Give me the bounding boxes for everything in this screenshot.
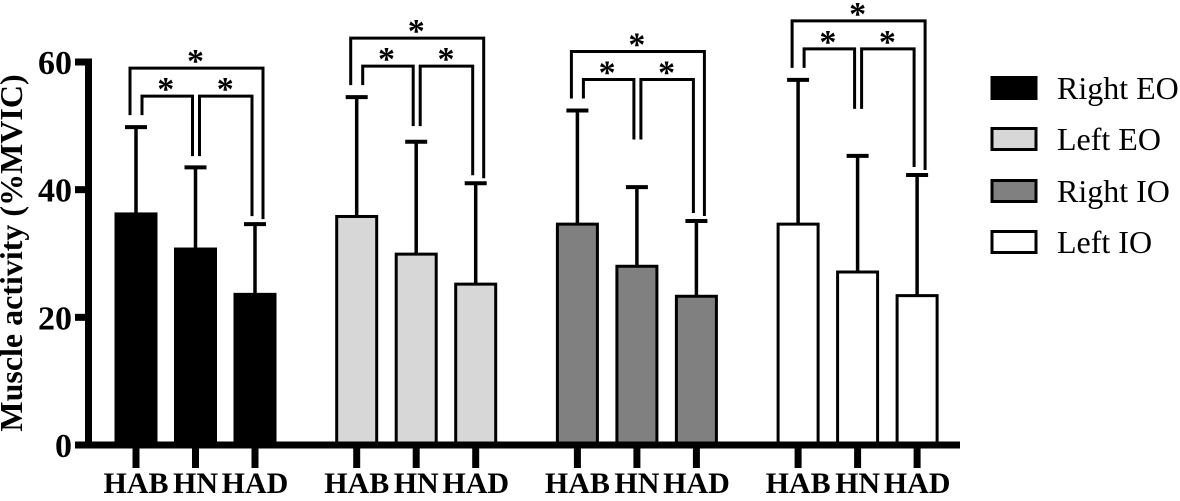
bar-left-eo-hn bbox=[394, 252, 438, 448]
sig-right-io-hab-had-marker: * bbox=[628, 27, 645, 64]
x-tick-left-io-hab bbox=[794, 448, 802, 468]
significance-layer: * * * * * * * * * * * * bbox=[128, 0, 927, 220]
sig-left-io-hn-had-bracket bbox=[860, 47, 916, 167]
x-tick-left-io-hn bbox=[854, 448, 862, 468]
sig-right-io-hn-had-bracket bbox=[639, 78, 695, 213]
x-tick-left-eo-hab bbox=[353, 448, 361, 468]
sig-left-eo-hn-had-bracket bbox=[418, 64, 475, 176]
x-tick-right-eo-hab bbox=[132, 448, 140, 468]
x-tick-label-right-io-had: HAD bbox=[663, 467, 730, 500]
x-tick-label-right-io-hab: HAB bbox=[545, 467, 610, 500]
x-tick-label-right-eo-had: HAD bbox=[222, 467, 289, 500]
sig-right-io-hab-had-bracket bbox=[569, 50, 706, 216]
bar-right-eo-had bbox=[233, 292, 277, 448]
sig-left-eo-hab-hn-marker: * bbox=[378, 41, 395, 78]
bar-right-eo-hn bbox=[174, 247, 217, 448]
sig-right-io-hab-hn-bracket bbox=[581, 78, 636, 140]
legend-swatch-right-eo bbox=[990, 76, 1038, 100]
bar-left-eo-hab bbox=[335, 214, 379, 448]
legend-swatch-left-io bbox=[990, 230, 1038, 254]
x-tick-label-left-eo-hab: HAB bbox=[324, 467, 389, 500]
sig-left-io-hab-had-marker: * bbox=[849, 0, 866, 33]
x-tick-label-left-eo-hn: HN bbox=[394, 467, 439, 500]
x-tick-right-eo-had bbox=[251, 448, 259, 468]
bars-layer bbox=[114, 77, 939, 449]
bar-left-io-hab bbox=[776, 222, 820, 448]
bar-right-io-hab bbox=[555, 222, 599, 448]
x-tick-right-io-had bbox=[692, 448, 700, 468]
x-tick-left-eo-hn bbox=[412, 448, 420, 468]
sig-left-io-hab-had-bracket bbox=[790, 19, 927, 170]
x-tick-left-eo-had bbox=[472, 448, 480, 468]
y-tick-label-60: 60 bbox=[38, 45, 72, 82]
x-tick-left-io-had bbox=[913, 448, 921, 468]
x-tick-label-left-io-hn: HN bbox=[835, 467, 880, 500]
sig-right-io-hab-hn-marker: * bbox=[599, 55, 616, 92]
sig-left-eo-hab-had-marker: * bbox=[408, 13, 425, 50]
x-tick-label-right-eo-hab: HAB bbox=[103, 467, 168, 500]
legend-swatch-right-io bbox=[990, 179, 1038, 203]
legend-label-left-io: Left IO bbox=[1057, 224, 1152, 260]
x-tick-right-io-hab bbox=[573, 448, 581, 468]
sig-right-io-hn-had-marker: * bbox=[658, 55, 675, 92]
x-tick-label-right-eo-hn: HN bbox=[173, 467, 218, 500]
bar-right-io-had bbox=[674, 294, 718, 449]
legend-layer: Right EO Left EO Right IO Left IO bbox=[990, 70, 1179, 260]
legend-label-left-eo: Left EO bbox=[1057, 121, 1161, 157]
x-tick-label-left-io-had: HAD bbox=[884, 467, 951, 500]
sig-right-eo-hn-had-bracket bbox=[198, 94, 254, 217]
sig-right-eo-hab-hn-marker: * bbox=[157, 71, 174, 108]
x-tick-label-left-io-hab: HAB bbox=[766, 467, 831, 500]
sig-left-io-hn-had-marker: * bbox=[879, 24, 896, 61]
bar-left-io-hn bbox=[836, 270, 880, 448]
sig-left-eo-hab-had-bracket bbox=[349, 36, 486, 179]
y-tick-20 bbox=[75, 313, 92, 321]
y-tick-label-0: 0 bbox=[55, 428, 72, 465]
y-tick-label-40: 40 bbox=[38, 173, 72, 210]
y-tick-0 bbox=[75, 441, 92, 449]
sig-left-eo-hab-hn-bracket bbox=[361, 64, 415, 127]
bar-left-eo-had bbox=[454, 282, 498, 449]
y-tick-60 bbox=[75, 58, 92, 66]
sig-right-eo-hab-hn-bracket bbox=[140, 94, 194, 157]
sig-left-eo-hn-had-marker: * bbox=[437, 41, 454, 78]
legend-label-right-io: Right IO bbox=[1057, 173, 1170, 209]
bar-right-io-hn bbox=[615, 264, 659, 448]
legend-label-right-eo: Right EO bbox=[1057, 70, 1179, 106]
x-tick-label-right-io-hn: HN bbox=[614, 467, 659, 500]
y-tick-label-20: 20 bbox=[38, 300, 72, 337]
y-axis-title: Muscle activity (%MVIC) bbox=[0, 74, 29, 431]
bar-right-eo-hab bbox=[114, 212, 158, 448]
y-axis-line bbox=[85, 58, 92, 449]
x-tick-label-left-eo-had: HAD bbox=[442, 467, 509, 500]
sig-right-eo-hn-had-marker: * bbox=[217, 71, 234, 108]
legend-swatch-left-eo bbox=[990, 127, 1038, 151]
sig-right-eo-hab-had-marker: * bbox=[187, 43, 204, 80]
x-axis-line bbox=[85, 441, 960, 449]
bar-left-io-had bbox=[895, 294, 939, 448]
sig-right-eo-hab-had-bracket bbox=[128, 66, 265, 220]
sig-left-io-hab-hn-bracket bbox=[802, 47, 857, 109]
x-tick-right-io-hn bbox=[633, 448, 641, 468]
x-tick-right-eo-hn bbox=[192, 448, 199, 468]
sig-left-io-hab-hn-marker: * bbox=[819, 24, 836, 61]
y-tick-40 bbox=[75, 186, 92, 194]
